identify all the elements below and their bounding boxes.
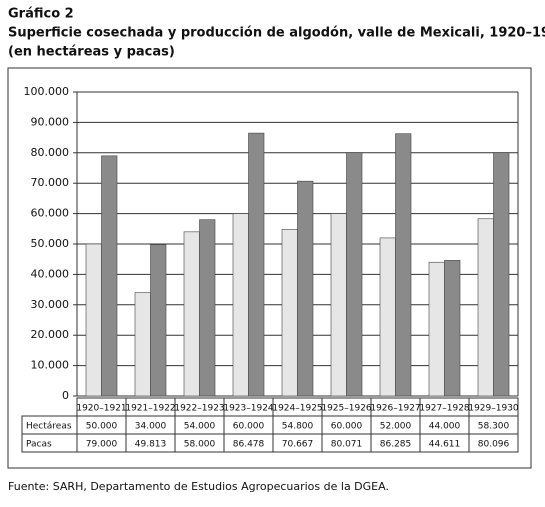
y-tick-label: 30.000: [31, 298, 70, 311]
bar: [379, 237, 396, 397]
value-label: 54.800: [282, 422, 314, 432]
value-label: 49.813: [135, 440, 167, 450]
bar: [330, 213, 347, 397]
y-tick-label: 50.000: [31, 237, 70, 250]
value-label: 34.000: [135, 422, 167, 432]
x-tick-label: 1920–1921: [76, 404, 126, 414]
chart-frame: [7, 67, 532, 469]
bar: [101, 155, 118, 397]
bar: [85, 243, 102, 397]
chart-subtitle: Superficie cosechada y producción de alg…: [8, 26, 545, 41]
legend-label: Pacas: [26, 440, 52, 450]
x-tick-label: 1929–1930: [468, 404, 519, 414]
value-label: 54.000: [184, 422, 216, 432]
x-tick-label: 1923–1924: [223, 404, 274, 414]
bar: [297, 180, 314, 397]
x-tick-label: 1925–1926: [321, 404, 372, 414]
bar: [134, 292, 151, 397]
value-label: 79.000: [86, 440, 118, 450]
chart-title: Gráfico 2: [8, 7, 74, 22]
value-label: 86.285: [380, 440, 412, 450]
bar: [281, 229, 298, 397]
bar: [428, 261, 445, 397]
x-tick-label: 1924–1925: [272, 404, 322, 414]
bar: [346, 152, 363, 397]
value-label: 58.300: [478, 422, 510, 432]
bar: [150, 244, 167, 397]
value-label: 60.000: [331, 422, 363, 432]
units-note: (en hectáreas y pacas): [8, 45, 175, 60]
value-label: 60.000: [233, 422, 265, 432]
bar: [444, 260, 461, 397]
bar: [248, 132, 265, 397]
value-label: 52.000: [380, 422, 412, 432]
y-tick-label: 60.000: [31, 207, 70, 220]
bar: [232, 213, 249, 397]
value-label: 80.096: [478, 440, 510, 450]
bar: [493, 152, 510, 397]
value-label: 58.000: [184, 440, 216, 450]
y-tick-label: 90.000: [31, 115, 70, 128]
table-frame: [76, 397, 519, 453]
y-tick-label: 40.000: [31, 267, 70, 280]
source: Fuente: SARH, Departamento de Estudios A…: [8, 480, 389, 493]
x-tick-label: 1922–1923: [174, 404, 224, 414]
y-tick-label: 10.000: [31, 359, 70, 372]
y-tick-label: 0: [62, 389, 69, 402]
value-label: 44.000: [429, 422, 461, 432]
legend-label: Hectáreas: [26, 422, 72, 432]
y-tick-label: 100.000: [24, 85, 70, 98]
value-label: 44.611: [429, 440, 461, 450]
value-label: 86.478: [233, 440, 265, 450]
y-tick-label: 20.000: [31, 328, 70, 341]
value-label: 80.071: [331, 440, 363, 450]
x-tick-label: 1926–1927: [370, 404, 420, 414]
bar: [199, 219, 216, 397]
bar: [395, 133, 412, 397]
bar: [183, 231, 200, 397]
value-label: 70.667: [282, 440, 314, 450]
value-label: 50.000: [86, 422, 118, 432]
x-tick-label: 1927–1928: [419, 404, 470, 414]
y-tick-label: 80.000: [31, 146, 70, 159]
bar: [477, 218, 494, 397]
x-tick-label: 1921–1922: [125, 404, 175, 414]
y-tick-label: 70.000: [31, 176, 70, 189]
